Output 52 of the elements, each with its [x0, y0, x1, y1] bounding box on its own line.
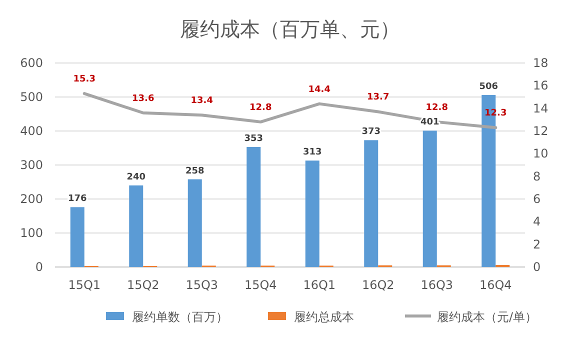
y2-tick-label: 2 — [533, 237, 541, 252]
y-tick-label: 400 — [20, 124, 43, 138]
legend-label: 履约总成本 — [294, 310, 354, 324]
bar — [188, 179, 202, 267]
data-label: 401 — [420, 118, 440, 128]
y-tick-label: 100 — [20, 226, 43, 240]
data-label: 13.7 — [367, 92, 390, 103]
data-label: 12.8 — [426, 102, 448, 113]
y2-tick-label: 10 — [533, 146, 548, 161]
bar — [246, 146, 261, 267]
x-tick-label: 16Q4 — [479, 278, 512, 292]
y2-tick-label: 6 — [533, 192, 541, 206]
x-tick-label: 16Q1 — [303, 278, 336, 292]
legend-label: 履约成本（元/单） — [437, 310, 538, 324]
bar — [305, 160, 320, 267]
y2-tick-label: 14 — [533, 101, 548, 116]
x-tick-label: 16Q2 — [362, 278, 394, 292]
y2-tick-label: 0 — [533, 260, 541, 274]
data-label: 15.3 — [73, 74, 96, 85]
data-label: 12.8 — [250, 102, 272, 113]
data-label: 13.4 — [190, 96, 213, 106]
y2-tick-label: 18 — [533, 56, 548, 70]
x-tick-label: 15Q1 — [68, 278, 101, 292]
data-label: 353 — [244, 134, 264, 144]
y-tick-label: 300 — [20, 158, 43, 172]
chart-title: 履约成本（百万单、元） — [180, 17, 400, 41]
bar — [129, 185, 144, 267]
x-tick-label: 15Q3 — [186, 278, 218, 292]
y-tick-label: 600 — [20, 56, 43, 70]
data-label: 258 — [185, 166, 204, 176]
y-tick-label: 200 — [20, 192, 43, 206]
y2-tick-label: 12 — [533, 124, 548, 138]
bar — [70, 207, 84, 267]
data-label: 240 — [126, 172, 146, 182]
y2-tick-label: 8 — [533, 169, 541, 184]
data-label: 13.6 — [132, 94, 154, 104]
y2-tick-label: 4 — [533, 214, 541, 229]
data-label: 506 — [479, 82, 498, 92]
x-tick-label: 16Q3 — [420, 278, 454, 292]
x-tick-label: 15Q2 — [126, 278, 160, 292]
data-label: 14.4 — [308, 84, 330, 95]
data-label: 12.3 — [484, 108, 507, 119]
y-tick-label: 500 — [20, 90, 43, 104]
x-tick-label: 15Q4 — [244, 278, 277, 292]
bar — [422, 130, 437, 267]
y2-tick-label: 16 — [533, 78, 548, 93]
data-label: 313 — [302, 148, 322, 158]
bar — [364, 140, 378, 267]
y-tick-label: 0 — [35, 260, 43, 274]
data-label: 176 — [68, 194, 87, 204]
data-label: 373 — [362, 127, 381, 138]
legend-label: 履约单数（百万） — [132, 310, 228, 324]
